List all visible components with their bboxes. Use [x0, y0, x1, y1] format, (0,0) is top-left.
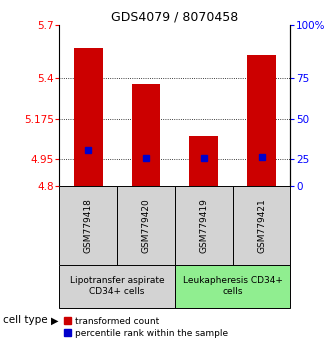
Bar	[132, 84, 160, 186]
Bar	[74, 48, 103, 186]
Bar	[175, 264, 290, 308]
Text: cell type: cell type	[3, 315, 48, 325]
Text: GSM779421: GSM779421	[257, 198, 266, 253]
Text: GSM779420: GSM779420	[142, 198, 150, 253]
Title: GDS4079 / 8070458: GDS4079 / 8070458	[111, 11, 239, 24]
Bar	[233, 186, 290, 264]
Bar	[247, 55, 276, 186]
Text: Lipotransfer aspirate
CD34+ cells: Lipotransfer aspirate CD34+ cells	[70, 276, 164, 296]
Bar	[175, 186, 233, 264]
Bar	[59, 264, 175, 308]
Text: ▶: ▶	[51, 315, 59, 325]
Bar	[117, 186, 175, 264]
Legend: transformed count, percentile rank within the sample: transformed count, percentile rank withi…	[64, 317, 228, 338]
Bar	[59, 186, 117, 264]
Text: GSM779418: GSM779418	[84, 198, 93, 253]
Text: GSM779419: GSM779419	[199, 198, 208, 253]
Text: Leukapheresis CD34+
cells: Leukapheresis CD34+ cells	[183, 276, 282, 296]
Bar	[189, 136, 218, 186]
